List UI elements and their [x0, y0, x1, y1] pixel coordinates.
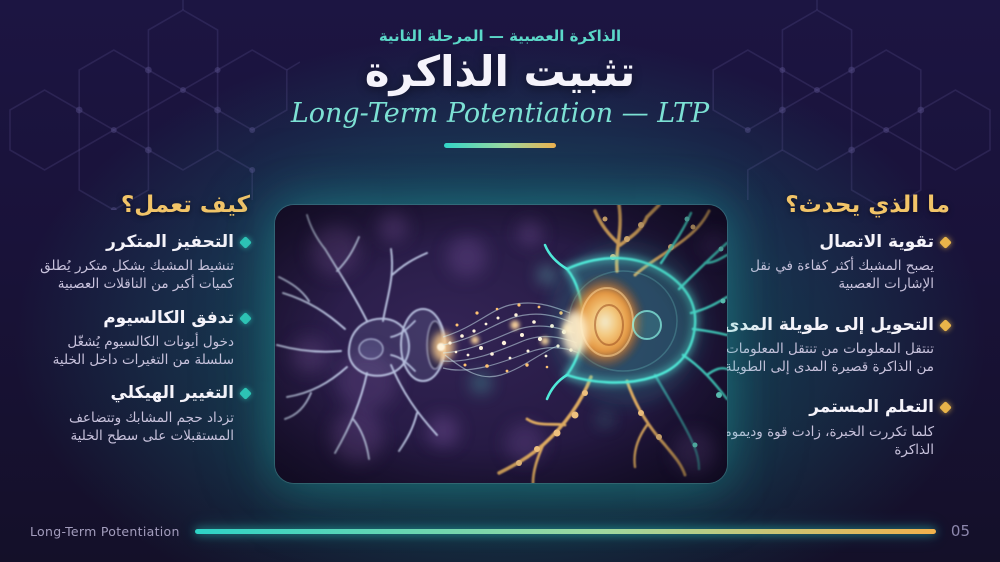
item-title: تقوية الاتصال — [819, 232, 934, 252]
how-it-works-panel: كيف تعمل؟ التحفيز المتكرر تنشيط المشبك ب… — [28, 192, 252, 459]
list-item: التغيير الهيكلي تزداد حجم المشابك وتتضاع… — [28, 383, 252, 445]
item-description: تزداد حجم المشابك وتتضاعف المستقبلات على… — [68, 409, 234, 444]
diamond-bullet-icon — [939, 236, 952, 249]
item-title: التحفيز المتكرر — [106, 232, 234, 252]
footer-progress-line — [194, 528, 936, 534]
item-title: التحويل إلى طويلة المدى — [723, 314, 934, 335]
list-item: التعلم المستمر كلما تكررت الخبرة، زادت ق… — [710, 397, 952, 459]
what-happens-panel: ما الذي يحدث؟ تقوية الاتصال يصبح المشبك … — [710, 192, 952, 480]
synapse-illustration — [274, 204, 728, 484]
list-item: التحويل إلى طويلة المدى تنتقل المعلومات … — [710, 314, 952, 377]
panel-heading: كيف تعمل؟ — [120, 192, 250, 218]
footer-label: Long-Term Potentiation — [30, 523, 180, 539]
item-description: يصبح المشبك أكثر كفاءة في نقل الإشارات ا… — [750, 258, 934, 293]
kicker-label: الذاكرة العصبية — المرحلة الثانية — [378, 27, 622, 45]
item-title: تدفق الكالسيوم — [103, 307, 234, 328]
item-description: تنتقل المعلومات من تنتقل المعلومات من ال… — [724, 340, 934, 376]
header: الذاكرة العصبية — المرحلة الثانية تثبيت … — [0, 0, 1000, 149]
page-title: تثبيت الذاكرة — [364, 47, 636, 96]
subtitle: Long-Term Potentiation — LTP — [290, 98, 710, 130]
gradient-divider — [444, 143, 556, 149]
panel-heading: ما الذي يحدث؟ — [785, 192, 950, 218]
list-item: التحفيز المتكرر تنشيط المشبك بشكل متكرر … — [28, 232, 252, 294]
diamond-bullet-icon — [939, 318, 952, 332]
diamond-bullet-icon — [239, 311, 252, 325]
page-number: 05 — [950, 522, 970, 540]
item-description: دخول أيونات الكالسيوم يُشغّل سلسلة من ال… — [52, 333, 234, 369]
footer: Long-Term Potentiation 05 — [30, 522, 970, 540]
list-item: تقوية الاتصال يصبح المشبك أكثر كفاءة في … — [710, 232, 952, 294]
item-title: التعلم المستمر — [809, 397, 934, 418]
diamond-bullet-icon — [239, 387, 252, 401]
list-item: تدفق الكالسيوم دخول أيونات الكالسيوم يُش… — [28, 307, 252, 370]
diamond-bullet-icon — [239, 236, 252, 249]
item-description: تنشيط المشبك بشكل متكرر يُطلق كميات أكبر… — [40, 258, 234, 293]
diamond-bullet-icon — [939, 401, 952, 415]
item-description: كلما تكررت الخبرة، زادت قوة وديمومة الذا… — [717, 423, 934, 458]
item-title: التغيير الهيكلي — [110, 383, 234, 404]
